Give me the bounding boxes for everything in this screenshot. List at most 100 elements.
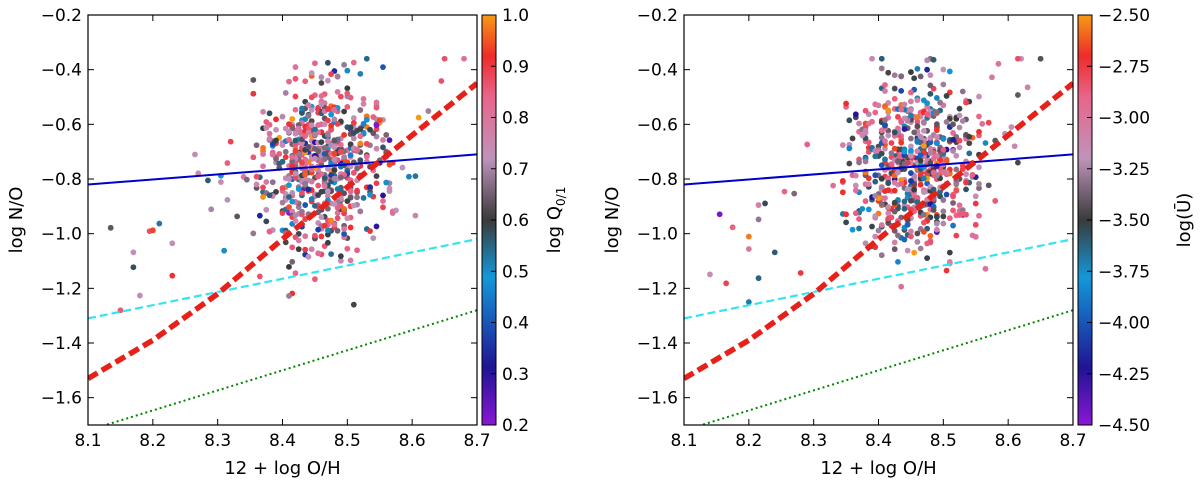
scatter-point [963, 186, 969, 193]
scatter-point [1024, 84, 1031, 91]
scatter-point [318, 74, 325, 81]
colorbar-tick-label: −3.25 [1098, 160, 1150, 180]
scatter-point [302, 202, 309, 208]
scatter-point [1008, 124, 1015, 130]
scatter-point [885, 210, 892, 217]
scatter-point [260, 151, 266, 158]
scatter-point [927, 145, 934, 152]
scatter-point [341, 231, 347, 237]
scatter-point [791, 190, 798, 197]
y-tick-label: −1.4 [637, 334, 678, 354]
scatter-point [914, 148, 921, 155]
scatter-point [318, 214, 325, 221]
x-tick-label: 8.6 [995, 431, 1022, 451]
scatter-point [324, 227, 331, 234]
scatter-point [227, 138, 234, 145]
scatter-point [305, 253, 312, 260]
scatter-point [273, 156, 279, 162]
scatter-point [891, 208, 898, 215]
scatter-point [441, 55, 448, 62]
plot-frame [87, 14, 478, 426]
scatter-point [901, 148, 908, 155]
scatter-point [331, 144, 338, 151]
scatter-point [289, 125, 296, 132]
scatter-point [878, 184, 885, 191]
scatter-point [286, 78, 292, 85]
scatter-point [260, 163, 266, 170]
scatter-point [1014, 92, 1021, 98]
scatter-point [891, 239, 898, 246]
scatter-point [386, 161, 393, 168]
scatter-point [933, 140, 940, 147]
scatter-point [286, 176, 292, 182]
scatter-point [305, 186, 312, 193]
scatter-point [927, 72, 934, 79]
scatter-point [383, 132, 390, 138]
scatter-point [901, 115, 908, 122]
scatter-point [130, 264, 137, 271]
scatter-point [341, 108, 347, 115]
scatter-point [250, 77, 257, 83]
scatter-point [328, 71, 335, 78]
scatter-point [966, 150, 973, 157]
scatter-point [331, 175, 338, 182]
scatter-point [940, 197, 947, 203]
scatter-point [933, 220, 940, 227]
scatter-point [324, 77, 331, 84]
scatter-point [888, 140, 895, 146]
scatter-point [797, 270, 804, 276]
scatter-point [940, 208, 947, 215]
scatter-point [367, 184, 373, 191]
scatter-point [846, 117, 853, 124]
scatter-point [924, 255, 931, 261]
scatter-point [989, 74, 995, 81]
y-tick-label: −0.8 [41, 170, 82, 190]
scatter-point [350, 119, 357, 126]
scatter-point [723, 280, 730, 287]
scatter-point [849, 135, 856, 142]
scatter-point [862, 240, 869, 247]
scatter-point [920, 142, 927, 149]
scatter-point [344, 245, 351, 252]
scatter-point [192, 151, 198, 158]
scatter-point [292, 212, 299, 219]
scatter-point [745, 246, 752, 252]
scatter-point [156, 220, 163, 227]
scatter-point [917, 152, 924, 159]
scatter-point [869, 118, 875, 125]
scatter-point [383, 179, 390, 186]
scatter-point [250, 154, 257, 161]
scatter-point [878, 65, 885, 72]
scatter-point [966, 133, 973, 140]
solid-line [88, 153, 477, 186]
scatter-point [273, 116, 279, 123]
scatter-point [337, 257, 344, 264]
scatter-point [386, 188, 393, 194]
scatter-point [312, 60, 318, 67]
scatter-point [882, 82, 888, 88]
dashed-line [684, 238, 1073, 320]
scatter-point [350, 130, 357, 136]
scatter-point [950, 121, 956, 128]
scatter-point [312, 155, 318, 162]
scatter-point [321, 222, 328, 229]
scatter-point [846, 160, 853, 167]
scatter-point [299, 190, 305, 196]
x-tick-label: 8.7 [1059, 431, 1086, 451]
scatter-point [373, 223, 380, 230]
scatter-point [328, 111, 335, 118]
scatter-point [888, 214, 895, 221]
dashed-line [88, 238, 477, 320]
scatter-point [920, 228, 927, 235]
scatter-point [755, 275, 762, 282]
scatter-point [266, 192, 273, 199]
scatter-point [367, 228, 373, 235]
scatter-point [286, 204, 292, 211]
scatter-point [318, 80, 325, 86]
x-tick-label: 8.7 [463, 431, 490, 451]
scatter-point [891, 129, 898, 136]
scatter-point [946, 215, 953, 222]
scatter-point [289, 244, 296, 251]
scatter-point [324, 239, 331, 246]
scatter-point [425, 108, 432, 114]
